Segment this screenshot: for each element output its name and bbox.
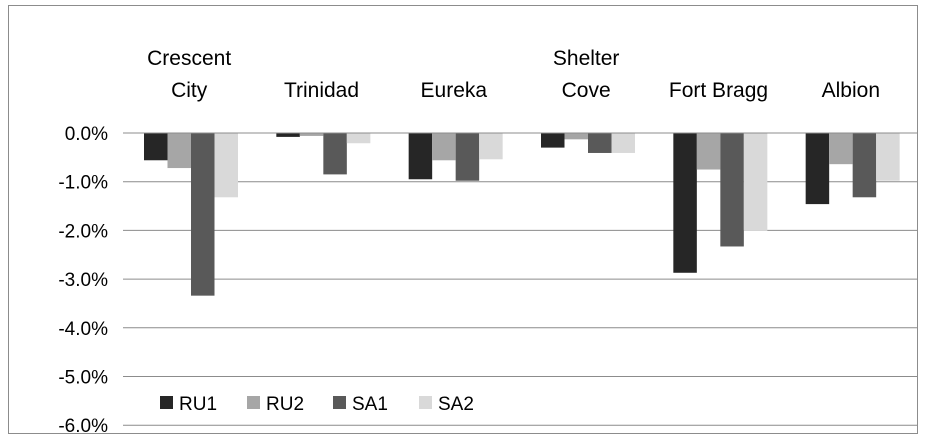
bar-ru2	[299, 133, 324, 136]
bar-ru2	[564, 133, 588, 140]
y-tick-label: -6.0%	[58, 416, 108, 435]
bars	[123, 132, 917, 296]
bar-sa2	[876, 133, 900, 181]
category-label: Fort Bragg	[669, 79, 768, 102]
bar-ru2	[829, 133, 853, 165]
y-tick-label: -1.0%	[58, 173, 108, 194]
category-label: Shelter	[553, 47, 620, 70]
legend-label: SA2	[438, 394, 474, 415]
bar-ru1	[276, 133, 300, 137]
legend-label: RU1	[179, 394, 217, 415]
bar-sa1	[323, 133, 347, 175]
bar-sa2	[479, 133, 503, 160]
chart-frame	[8, 5, 918, 434]
bar-ru1	[408, 133, 433, 180]
legend: RU1 RU2 SA1 SA2	[160, 394, 474, 415]
bar-sa1	[191, 133, 215, 296]
bar-sa2	[346, 133, 371, 144]
bar-ru2	[167, 133, 191, 169]
category-label: Trinidad	[284, 79, 359, 102]
legend-swatch	[247, 396, 260, 409]
bar-ru1	[673, 133, 697, 273]
bar-sa2	[743, 133, 768, 231]
category-label: Cove	[562, 79, 611, 102]
category-label: City	[171, 79, 208, 102]
bar-ru1	[805, 133, 830, 205]
y-tick-label: -2.0%	[58, 221, 108, 242]
bar-sa1	[720, 133, 744, 247]
bar-sa1	[455, 133, 480, 181]
bar-ru1	[144, 133, 168, 161]
y-tick-label: -5.0%	[58, 368, 108, 389]
legend-swatch	[160, 396, 173, 409]
y-tick-label: 0.0%	[65, 124, 108, 145]
category-label: Albion	[822, 79, 880, 102]
y-tick-label: -3.0%	[58, 270, 108, 291]
bar-ru2	[432, 133, 456, 161]
bar-sa1	[852, 133, 877, 198]
legend-swatch	[419, 396, 432, 409]
legend-swatch	[333, 396, 346, 409]
gridlines	[123, 132, 917, 426]
y-axis-ticks: 0.0% -1.0% -2.0% -3.0% -4.0% -5.0% -6.0%	[58, 124, 108, 435]
bar-ru1	[541, 133, 565, 148]
category-labels: Crescent City Trinidad Eureka Shelter Cove For…	[147, 47, 880, 102]
legend-label: RU2	[266, 394, 304, 415]
bar-sa2	[214, 133, 238, 198]
legend-label: SA1	[352, 394, 388, 415]
category-label: Crescent	[147, 47, 231, 70]
bar-sa1	[588, 133, 612, 153]
bar-sa2	[611, 133, 635, 153]
bar-ru2	[696, 133, 721, 170]
category-label: Eureka	[421, 79, 488, 102]
y-tick-label: -4.0%	[58, 319, 108, 340]
